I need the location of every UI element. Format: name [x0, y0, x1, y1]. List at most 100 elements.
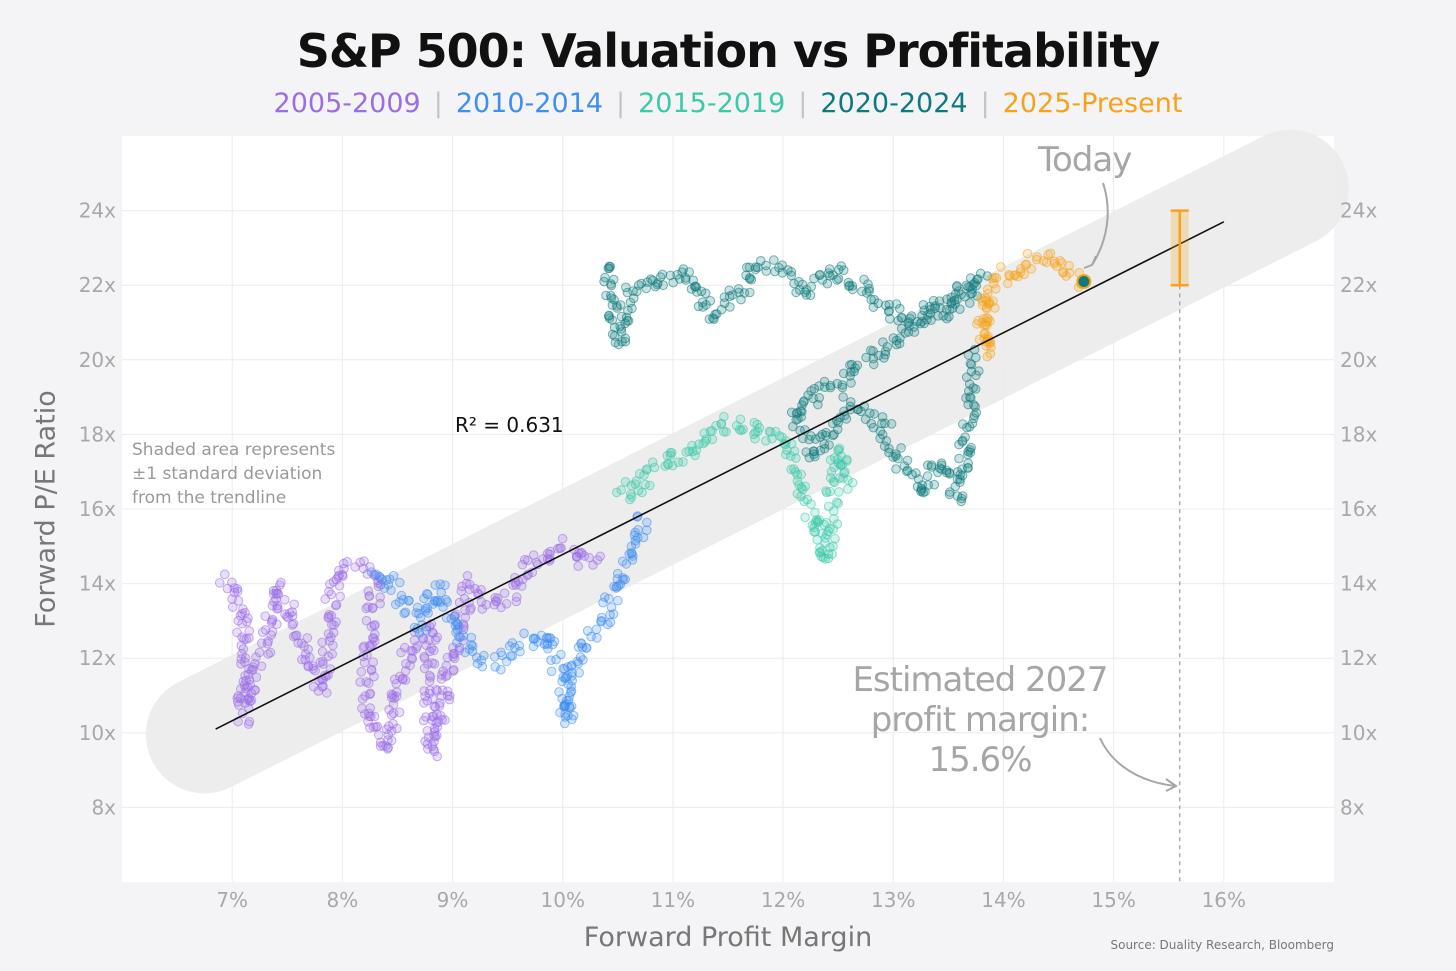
data-point	[334, 565, 344, 576]
data-point	[918, 487, 929, 498]
data-point	[847, 284, 858, 295]
data-point	[869, 409, 880, 419]
data-point	[647, 457, 658, 468]
data-point	[519, 628, 529, 639]
data-point	[746, 274, 757, 285]
data-point	[560, 699, 571, 710]
y-axis-label: Forward P/E Ratio	[30, 390, 62, 628]
data-point	[499, 588, 510, 599]
data-point	[964, 386, 974, 396]
data-point	[810, 507, 820, 518]
data-point	[647, 275, 658, 286]
data-point	[832, 275, 842, 285]
data-point	[507, 651, 518, 661]
data-point	[400, 642, 410, 653]
data-point	[829, 514, 839, 524]
data-point	[725, 302, 735, 312]
data-point	[512, 592, 522, 602]
data-point	[632, 286, 642, 297]
data-point	[620, 336, 631, 347]
data-point	[672, 270, 683, 280]
data-point	[657, 269, 668, 280]
data-point	[462, 571, 473, 581]
data-point	[386, 726, 397, 736]
data-point	[386, 585, 396, 596]
data-point	[479, 650, 489, 661]
data-point	[490, 662, 501, 672]
data-point	[738, 424, 748, 435]
data-point	[724, 291, 735, 302]
data-point	[293, 638, 303, 648]
band-note: Shaded area represents ±1 standard devia…	[132, 440, 336, 508]
legend-separator: |	[616, 88, 626, 119]
y-tick-label-left: 14x	[79, 572, 116, 596]
data-point	[388, 690, 398, 701]
data-point	[642, 464, 652, 474]
data-point	[437, 685, 448, 696]
data-point	[496, 664, 506, 675]
data-point	[628, 286, 638, 296]
data-point	[317, 637, 328, 648]
data-point	[721, 427, 731, 437]
data-point	[395, 577, 405, 588]
data-point	[604, 310, 614, 321]
data-point	[573, 561, 584, 572]
y-tick-label-left: 24x	[79, 199, 116, 223]
data-point	[419, 663, 430, 674]
data-point	[620, 477, 631, 487]
data-point	[791, 287, 801, 298]
data-point	[232, 627, 242, 638]
data-point	[514, 640, 525, 651]
data-point	[576, 638, 587, 648]
data-point	[861, 288, 872, 298]
x-tick-label: 9%	[437, 888, 469, 912]
y-tick-label-left: 20x	[79, 348, 116, 372]
data-point	[342, 557, 352, 567]
data-point	[419, 653, 430, 664]
data-point	[895, 303, 905, 314]
data-point	[422, 695, 433, 706]
data-point	[460, 605, 470, 616]
data-point	[566, 681, 577, 692]
data-point	[819, 443, 830, 454]
data-point	[228, 602, 238, 612]
legend-separator: |	[433, 88, 443, 119]
data-point	[894, 338, 905, 349]
data-point	[877, 418, 887, 429]
data-point	[303, 644, 314, 655]
data-point	[1020, 259, 1031, 270]
data-point	[605, 617, 616, 628]
data-point	[642, 517, 652, 528]
data-point	[879, 353, 889, 363]
data-point	[386, 735, 397, 746]
data-point	[843, 484, 853, 495]
data-point	[765, 427, 776, 437]
data-point	[330, 600, 341, 611]
data-point	[423, 589, 433, 600]
r-squared-label: R² = 0.631	[455, 413, 564, 437]
data-point	[318, 659, 328, 669]
data-point	[1002, 278, 1013, 289]
data-point	[361, 603, 372, 614]
data-point	[917, 480, 928, 490]
data-point	[557, 533, 568, 544]
data-point	[790, 467, 801, 477]
data-point	[428, 711, 439, 721]
y-tick-label-left: 18x	[79, 422, 116, 446]
data-point	[368, 722, 379, 733]
x-tick-label: 11%	[651, 888, 695, 912]
data-point	[847, 477, 858, 488]
data-point	[861, 352, 871, 363]
data-point	[302, 633, 313, 643]
data-point	[701, 300, 711, 310]
data-point	[952, 491, 963, 501]
data-point	[699, 428, 710, 438]
data-point	[774, 431, 785, 441]
data-point	[546, 655, 556, 666]
data-point	[684, 267, 695, 277]
data-point	[625, 494, 635, 505]
data-point	[616, 485, 627, 495]
data-point	[453, 619, 463, 630]
data-point	[359, 556, 369, 566]
data-point	[1041, 257, 1052, 268]
